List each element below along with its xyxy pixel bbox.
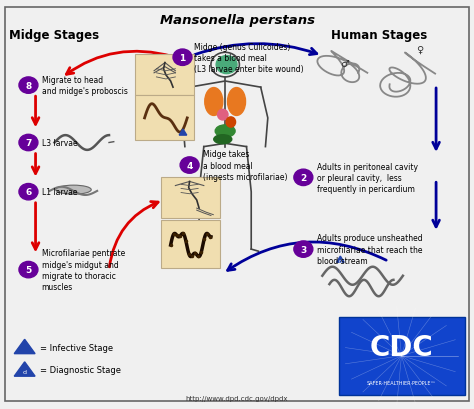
Text: 7: 7: [25, 139, 32, 148]
Circle shape: [19, 262, 38, 278]
Text: SAFER·HEALTHIER·PEOPLE™: SAFER·HEALTHIER·PEOPLE™: [367, 380, 436, 385]
Ellipse shape: [226, 118, 236, 128]
Circle shape: [19, 184, 38, 200]
FancyBboxPatch shape: [161, 221, 220, 268]
Text: Midge takes
a blood meal
(ingests microfilariae): Midge takes a blood meal (ingests microf…: [203, 150, 287, 181]
Text: http://www.dpd.cdc.gov/dpdx: http://www.dpd.cdc.gov/dpdx: [186, 395, 288, 400]
Text: d: d: [23, 369, 27, 374]
Ellipse shape: [215, 126, 235, 138]
Text: 2: 2: [300, 173, 307, 182]
Ellipse shape: [55, 186, 91, 195]
Text: d: d: [338, 258, 342, 263]
Text: ♂: ♂: [340, 58, 348, 68]
FancyBboxPatch shape: [135, 96, 194, 141]
Text: 3: 3: [300, 245, 307, 254]
Text: Mansonella perstans: Mansonella perstans: [159, 14, 315, 27]
Circle shape: [216, 56, 237, 74]
Ellipse shape: [228, 88, 246, 116]
FancyBboxPatch shape: [161, 178, 220, 219]
Text: 5: 5: [25, 265, 32, 274]
Text: Adults in peritoneal cavity
or pleural cavity,  less
frequently in pericardium: Adults in peritoneal cavity or pleural c…: [317, 162, 418, 193]
Text: Adults produce unsheathed
microfilariae that reach the
blood stream: Adults produce unsheathed microfilariae …: [317, 234, 422, 265]
Circle shape: [173, 50, 192, 66]
Circle shape: [294, 241, 313, 258]
Circle shape: [180, 157, 199, 174]
Text: Midge (genus Culicoides)
takes a blood meal
(L3 larvae enter bite wound): Midge (genus Culicoides) takes a blood m…: [194, 43, 304, 74]
Polygon shape: [179, 130, 187, 136]
Polygon shape: [337, 256, 344, 263]
Text: L1 larvae: L1 larvae: [42, 188, 77, 197]
Ellipse shape: [218, 110, 228, 121]
Text: L3 larvae: L3 larvae: [42, 139, 77, 148]
Circle shape: [19, 135, 38, 151]
Text: = Infective Stage: = Infective Stage: [40, 343, 113, 352]
Circle shape: [19, 78, 38, 94]
Text: CDC: CDC: [370, 333, 433, 361]
FancyBboxPatch shape: [339, 317, 465, 395]
Text: 8: 8: [25, 81, 32, 90]
Text: = Diagnostic Stage: = Diagnostic Stage: [40, 365, 121, 374]
Text: Microfilariae pentrate
midge's midgut and
migrate to thoracic
muscles: Microfilariae pentrate midge's midgut an…: [42, 249, 125, 291]
Text: 1: 1: [179, 54, 186, 63]
Polygon shape: [14, 339, 35, 354]
Circle shape: [294, 170, 313, 186]
Text: 4: 4: [186, 161, 193, 170]
Text: 6: 6: [25, 188, 32, 197]
Text: ♀: ♀: [416, 45, 423, 55]
Ellipse shape: [205, 88, 223, 116]
FancyBboxPatch shape: [5, 8, 469, 401]
Text: Human Stages: Human Stages: [331, 29, 428, 42]
Ellipse shape: [214, 135, 232, 144]
Text: Migrate to head
and midge's proboscis: Migrate to head and midge's proboscis: [42, 76, 128, 96]
FancyBboxPatch shape: [135, 55, 194, 96]
Text: Midge Stages: Midge Stages: [9, 29, 100, 42]
Polygon shape: [14, 362, 35, 376]
